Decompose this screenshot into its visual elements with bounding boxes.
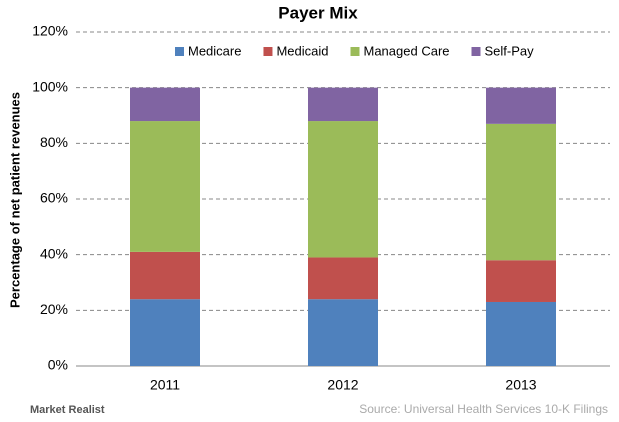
legend-swatch — [175, 47, 184, 56]
bar-segment — [486, 87, 556, 124]
legend-label: Managed Care — [364, 43, 450, 58]
logo: Market Realist — [30, 404, 105, 416]
y-tick-label: 80% — [40, 134, 68, 150]
bar-segment — [308, 87, 378, 122]
x-tick-label: 2011 — [150, 377, 180, 393]
legend-swatch — [263, 47, 273, 56]
bar-segment — [130, 251, 200, 300]
source: Source: Universal Health Services 10-K F… — [359, 402, 608, 416]
bar-segment — [308, 121, 378, 258]
legend-swatch — [350, 47, 360, 56]
legend-label: Self-Pay — [485, 43, 535, 58]
bar-segment — [308, 257, 378, 300]
bar-segment — [486, 301, 556, 366]
x-tick-label: 2012 — [327, 377, 358, 393]
bar-segment — [486, 260, 556, 302]
bar-segment — [130, 121, 200, 252]
bar-segment — [130, 299, 200, 366]
y-tick-label: 100% — [32, 78, 68, 94]
y-axis-label: Percentage of net patient revenues — [7, 92, 22, 308]
x-tick-label: 2013 — [505, 377, 536, 393]
y-tick-label: 0% — [48, 357, 68, 373]
legend-label: Medicaid — [276, 43, 328, 58]
bar-segment — [486, 123, 556, 261]
legend-swatch — [471, 47, 481, 56]
legend-label: Medicare — [188, 43, 241, 58]
y-tick-label: 20% — [40, 301, 68, 317]
chart-title: Payer Mix — [278, 3, 358, 22]
bar-segment — [130, 87, 200, 122]
y-tick-label: 60% — [40, 190, 68, 206]
y-tick-label: 120% — [32, 23, 68, 39]
y-tick-label: 40% — [40, 245, 68, 261]
bar-segment — [308, 299, 378, 366]
